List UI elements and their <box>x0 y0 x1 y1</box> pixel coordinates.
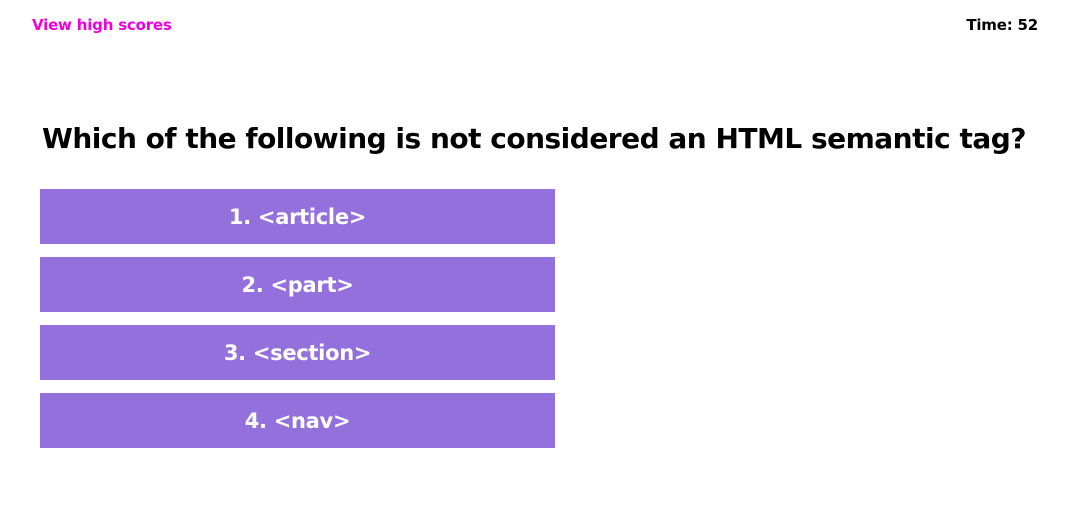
answer-button-4[interactable]: 4. <nav> <box>40 393 555 448</box>
header-bar: View high scores Time: 52 <box>0 0 1068 52</box>
view-high-scores-link[interactable]: View high scores <box>32 16 172 34</box>
answer-button-2[interactable]: 2. <part> <box>40 257 555 312</box>
answer-list: 1. <article> 2. <part> 3. <section> 4. <… <box>40 189 555 461</box>
question-title: Which of the following is not considered… <box>41 122 1027 155</box>
answer-button-3[interactable]: 3. <section> <box>40 325 555 380</box>
answer-button-1[interactable]: 1. <article> <box>40 189 555 244</box>
timer-display: Time: 52 <box>966 16 1038 34</box>
